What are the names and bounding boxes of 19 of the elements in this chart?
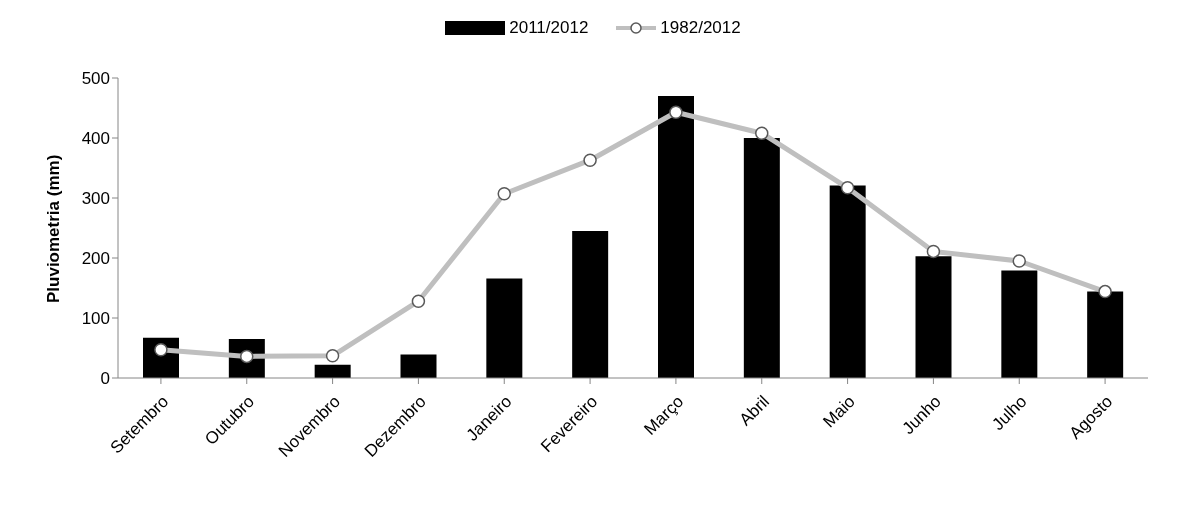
- bar: [314, 364, 351, 378]
- y-tick-label: 200: [81, 249, 110, 269]
- bar: [829, 185, 866, 378]
- y-tick-label: 0: [100, 369, 110, 389]
- y-tick-label: 100: [81, 309, 110, 329]
- bar: [486, 278, 523, 378]
- y-axis-title: Pluviometria (mm): [44, 154, 64, 303]
- bar: [1087, 291, 1124, 378]
- y-tick-label: 400: [81, 129, 110, 149]
- bar: [743, 138, 780, 378]
- bar: [400, 354, 437, 378]
- bar: [915, 256, 952, 378]
- bar: [572, 231, 609, 378]
- legend-label: 2011/2012: [509, 18, 589, 38]
- y-tick-label: 500: [81, 69, 110, 89]
- legend-label: 1982/2012: [660, 18, 741, 38]
- y-tick-label: 300: [81, 189, 110, 209]
- bar: [658, 96, 694, 378]
- bar: [1001, 270, 1038, 378]
